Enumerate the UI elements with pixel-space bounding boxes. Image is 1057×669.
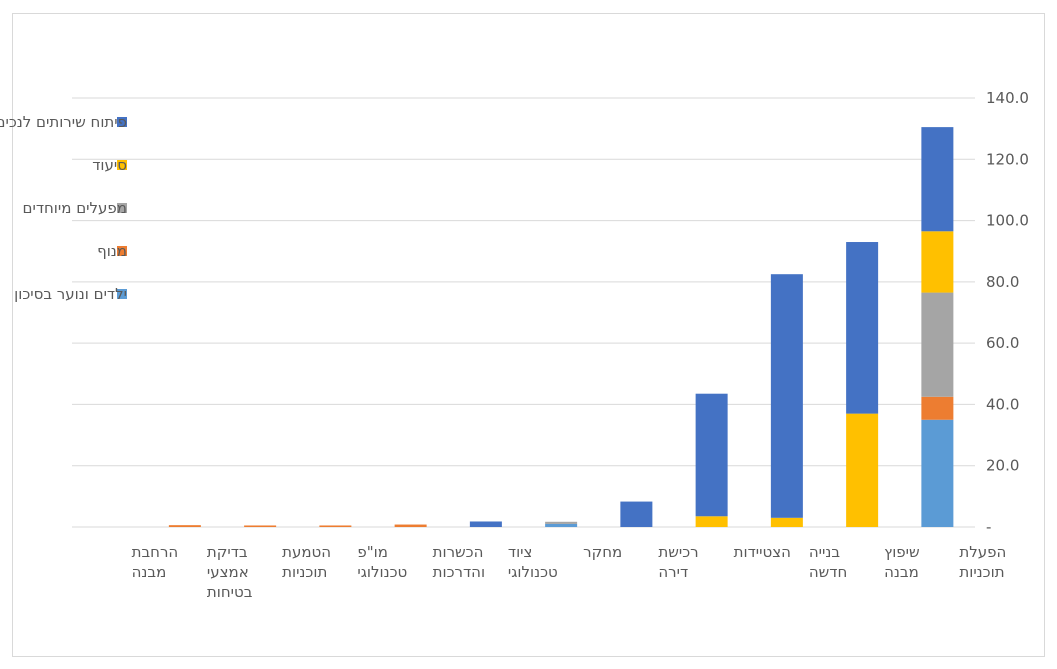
legend-swatch bbox=[117, 246, 127, 256]
bar-segment bbox=[469, 521, 502, 527]
legend-label: פיתוח שירותים לנכים bbox=[0, 113, 127, 131]
bar-segment bbox=[921, 231, 954, 293]
category-label: בדיקת אמצעי בטיחות bbox=[207, 543, 253, 601]
category-label: הצטיידות bbox=[734, 543, 791, 561]
bar-segment bbox=[695, 516, 728, 527]
legend-swatch bbox=[117, 289, 127, 299]
legend-swatch bbox=[117, 117, 127, 127]
y-tick-label: - bbox=[986, 518, 991, 536]
category-label: הכשרות והדרכות bbox=[433, 543, 485, 581]
category-label: שיפוץ מבנה bbox=[884, 543, 920, 581]
y-tick-label: 20.0 bbox=[986, 457, 1019, 475]
bar-segment bbox=[168, 525, 201, 527]
bar-segment bbox=[921, 127, 954, 232]
bar-segment bbox=[319, 525, 352, 527]
y-tick-label: 40.0 bbox=[986, 395, 1019, 413]
category-label: הפעלת תוכניות bbox=[959, 543, 1006, 581]
bar-segment bbox=[921, 292, 954, 397]
y-tick-label: 140.0 bbox=[986, 89, 1029, 107]
legend-label: ילדים ונוער בסיכון bbox=[14, 285, 127, 303]
category-label: מו"פ טכנולוגי bbox=[357, 543, 407, 581]
bar-segment bbox=[244, 525, 277, 527]
category-label: מחקר bbox=[583, 543, 622, 561]
legend-swatch bbox=[117, 160, 127, 170]
y-tick-label: 120.0 bbox=[986, 150, 1029, 168]
category-label: הרחבת מבנה bbox=[132, 543, 179, 581]
legend-label: מפעלים מיוחדים bbox=[23, 199, 127, 217]
bar-segment bbox=[921, 419, 954, 527]
y-tick-label: 100.0 bbox=[986, 212, 1029, 230]
bar-segment bbox=[846, 242, 879, 414]
category-label: ציוד טכנולוגי bbox=[508, 543, 558, 581]
bar-segment bbox=[394, 524, 427, 527]
bar-segment bbox=[846, 413, 879, 527]
bar-segment bbox=[620, 501, 653, 527]
bar-segment bbox=[545, 521, 578, 524]
bar-segment bbox=[921, 396, 954, 420]
bar-segment bbox=[695, 393, 728, 517]
legend-label: מנוף bbox=[97, 242, 127, 260]
category-label: בנייה חדשה bbox=[809, 543, 847, 581]
y-tick-label: 60.0 bbox=[986, 334, 1019, 352]
legend-label: סיעוד bbox=[92, 156, 127, 174]
bar-segment bbox=[770, 274, 803, 518]
bar-segment bbox=[545, 523, 578, 527]
category-label: רכישת דירה bbox=[658, 543, 698, 581]
legend-swatch bbox=[117, 203, 127, 213]
bar-segment bbox=[770, 517, 803, 527]
category-label: הטמעת תוכניות bbox=[282, 543, 331, 581]
y-tick-label: 80.0 bbox=[986, 273, 1019, 291]
